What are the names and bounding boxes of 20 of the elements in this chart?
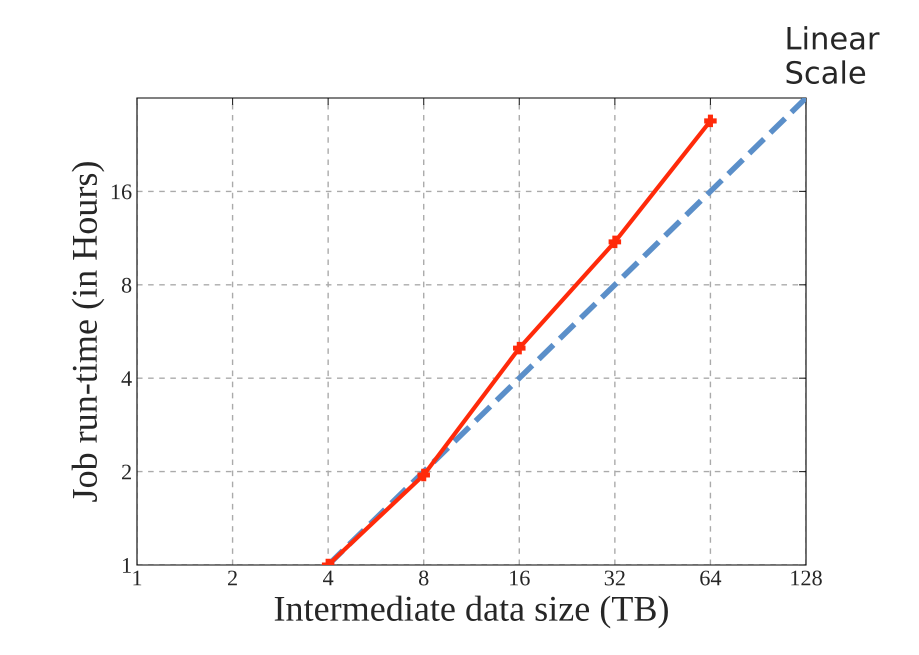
text: Linear Scale [786,26,880,84]
x-tick-label: 128 [791,570,822,586]
x-tick-label: 16 [510,570,530,586]
y-tick-label: 16 [112,184,132,200]
x-tick-label: 4 [323,570,334,586]
x-axis-title: Intermediate data size (TB) [274,596,668,628]
point [417,468,430,482]
point [513,342,526,354]
y-tick-label: 8 [122,278,132,293]
x-tick-label: 32 [604,570,625,586]
x-tick-label: 1 [133,570,142,586]
x-tick-label: 64 [700,570,722,586]
x-tick-label: 8 [419,570,428,586]
point [704,114,717,128]
y-axis-title: Job run-time (in Hours) [72,162,104,502]
point [608,236,622,248]
y-tick-label: 2 [122,464,131,480]
y-tick-label: 1 [122,558,131,573]
y-tick-label: 4 [121,371,132,386]
x-tick-label: 2 [228,570,237,586]
